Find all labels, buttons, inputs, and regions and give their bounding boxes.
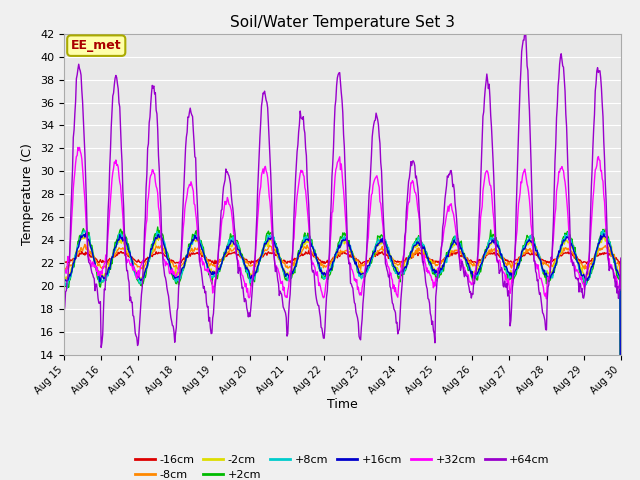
Legend: -16cm, -8cm, -2cm, +2cm, +8cm, +16cm, +32cm, +64cm: -16cm, -8cm, -2cm, +2cm, +8cm, +16cm, +3… bbox=[131, 450, 554, 480]
Y-axis label: Temperature (C): Temperature (C) bbox=[22, 144, 35, 245]
Text: EE_met: EE_met bbox=[71, 39, 122, 52]
Title: Soil/Water Temperature Set 3: Soil/Water Temperature Set 3 bbox=[230, 15, 455, 30]
X-axis label: Time: Time bbox=[327, 398, 358, 411]
